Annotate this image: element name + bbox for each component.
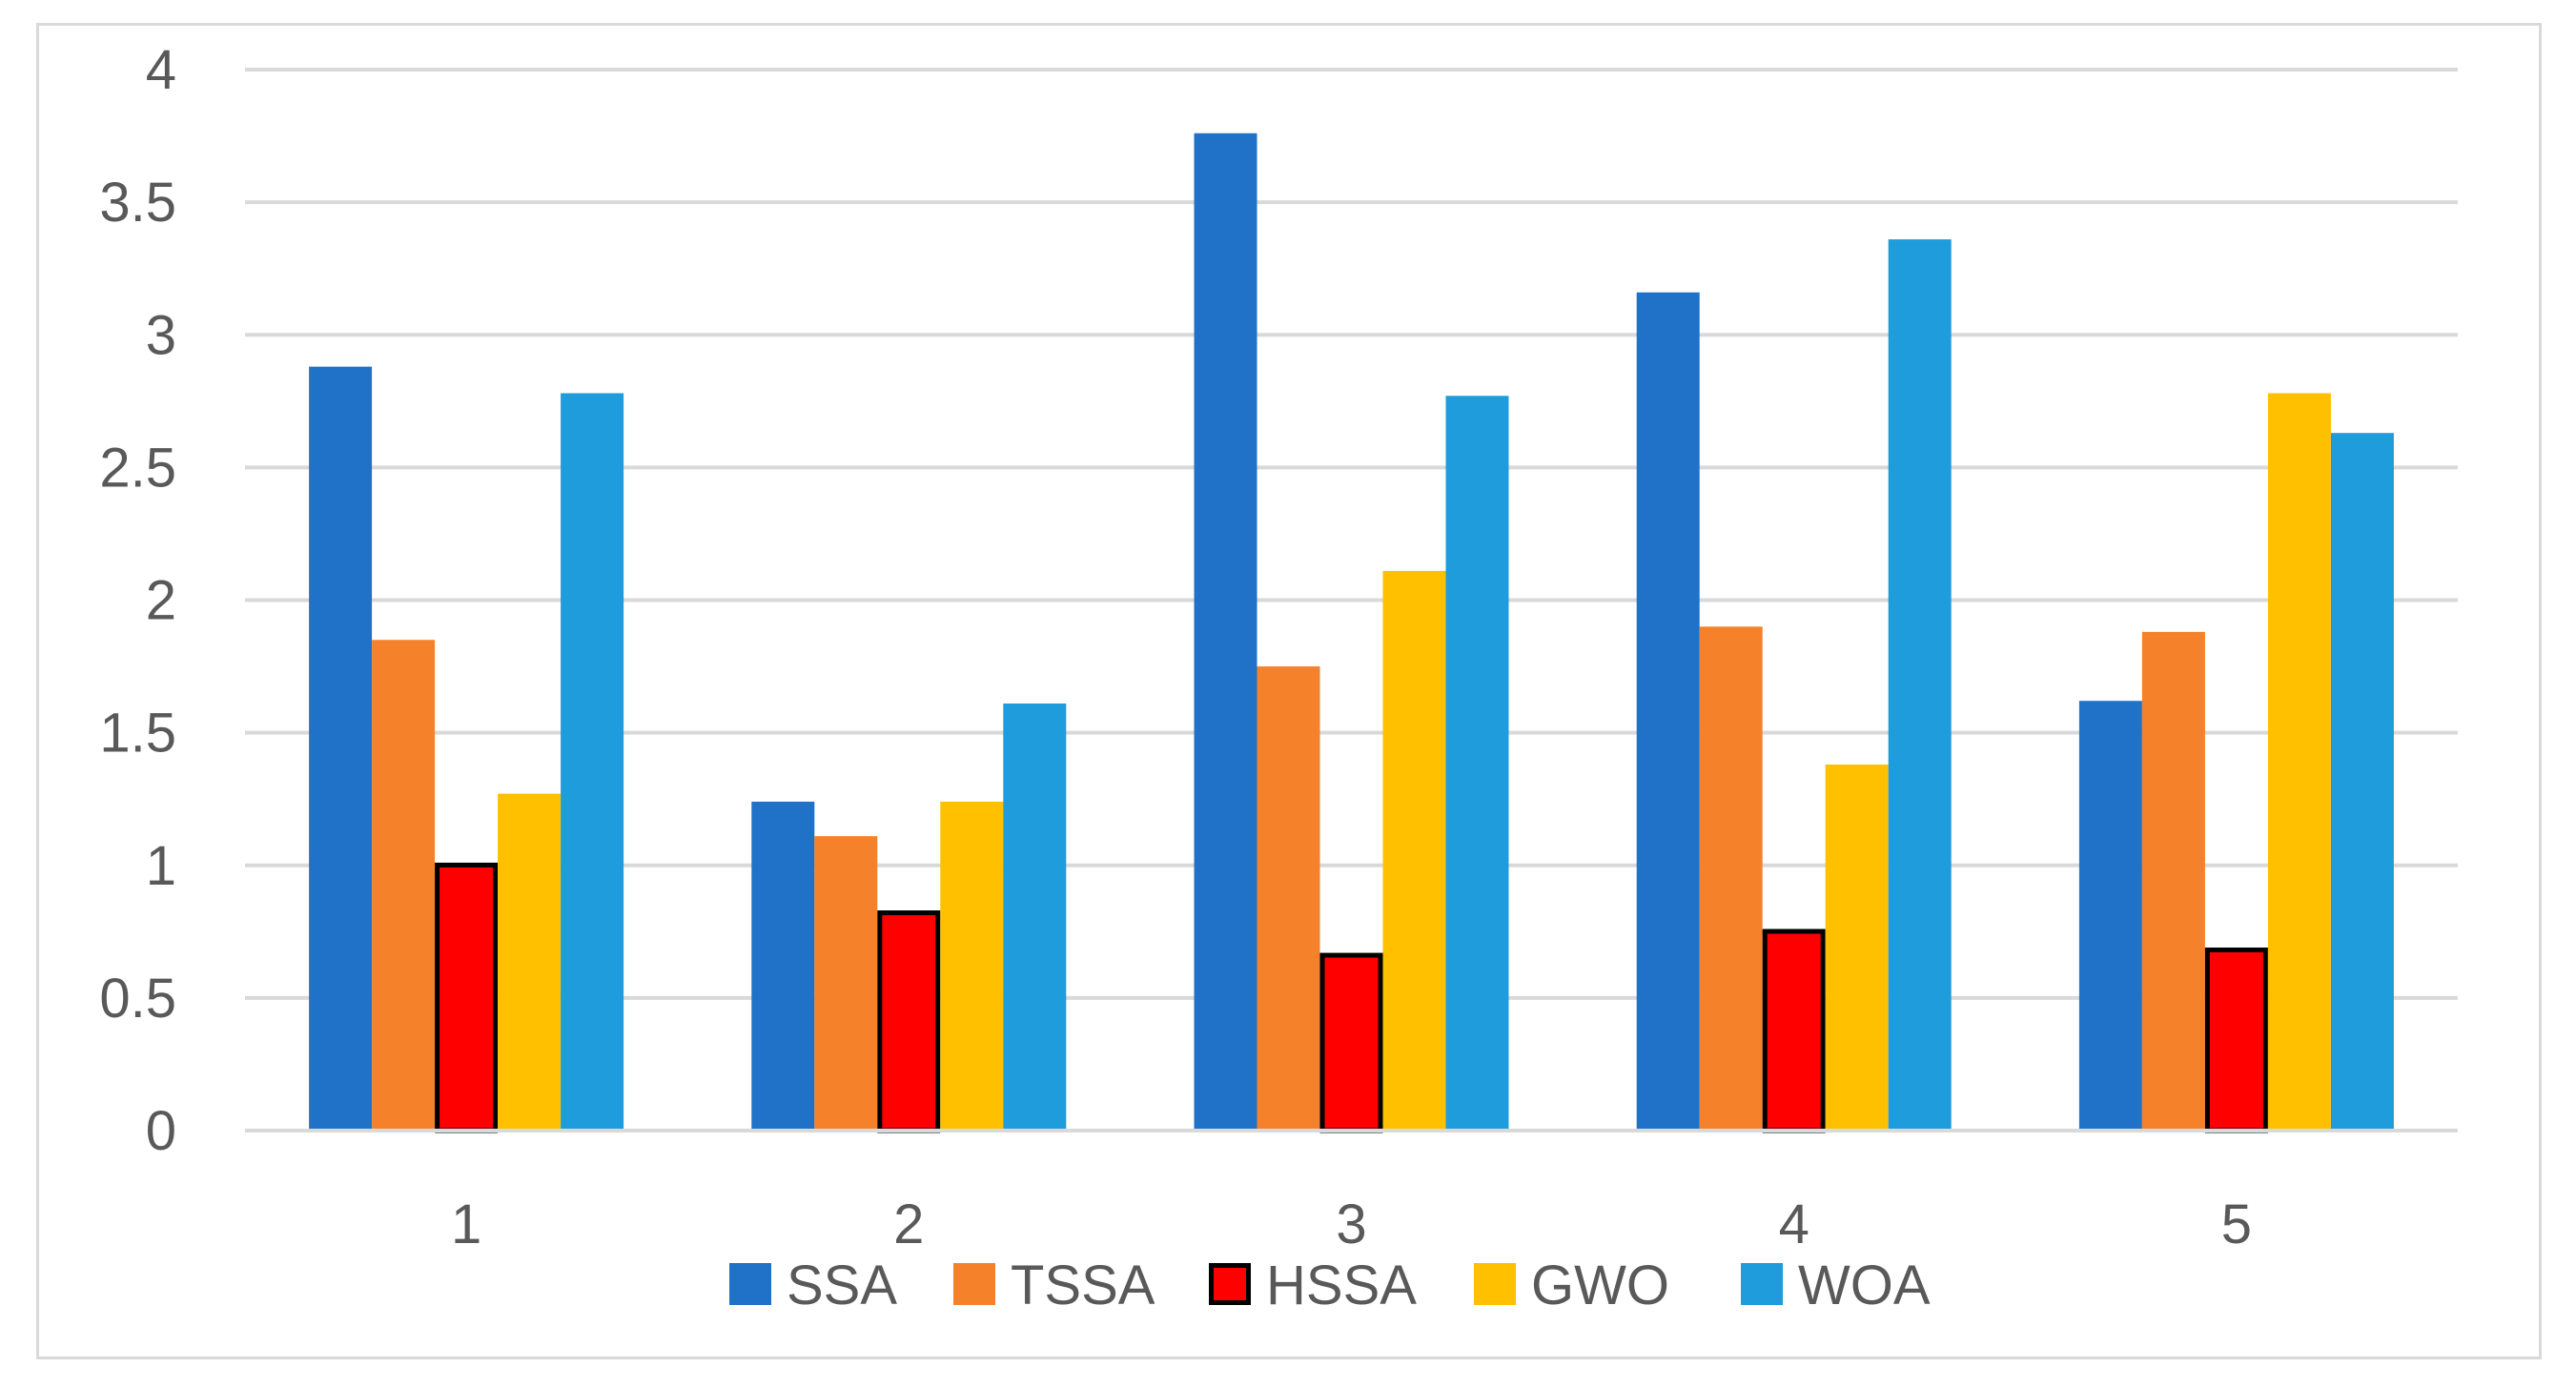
bar-tssa-3	[1257, 666, 1320, 1131]
bar-ssa-1	[309, 366, 373, 1131]
y-tick-label: 2	[146, 570, 176, 632]
x-axis: 1 2 3 4 5	[245, 1129, 2458, 1255]
bar-woa-3	[1445, 396, 1509, 1131]
bar-tssa-1	[372, 640, 436, 1131]
bar-woa-1	[561, 393, 624, 1132]
legend-label-hssa: HSSA	[1266, 1254, 1417, 1316]
bar-ssa-2	[751, 801, 815, 1131]
legend-label-tssa: TSSA	[1011, 1254, 1155, 1316]
legend-label-woa: WOA	[1798, 1254, 1931, 1316]
bar-woa-5	[2330, 433, 2394, 1131]
legend-label-gwo: GWO	[1531, 1254, 1669, 1316]
y-tick-label: 2.5	[99, 437, 176, 499]
bar-gwo-2	[940, 801, 1004, 1131]
bar-woa-4	[1888, 239, 1952, 1131]
bars	[309, 133, 2394, 1133]
legend-swatch-woa	[1741, 1263, 1783, 1305]
bar-gwo-1	[498, 793, 562, 1131]
y-tick-label: 0.5	[99, 968, 176, 1030]
x-tick-label: 4	[1779, 1193, 1809, 1255]
legend-label-ssa: SSA	[787, 1254, 897, 1316]
y-axis: 0 0.5 1 1.5 2 2.5 3 3.5 4	[99, 39, 176, 1162]
legend-swatch-hssa	[1209, 1263, 1251, 1305]
y-tick-label: 1	[146, 835, 176, 897]
bar-gwo-5	[2267, 393, 2331, 1132]
x-tick-label: 3	[1336, 1193, 1366, 1255]
y-tick-label: 1.5	[99, 703, 176, 765]
x-tick-label: 5	[2221, 1193, 2252, 1255]
legend-swatch-gwo	[1474, 1263, 1516, 1305]
bar-ssa-5	[2078, 701, 2142, 1131]
x-tick-label: 2	[893, 1193, 924, 1255]
x-tick-label: 1	[451, 1193, 481, 1255]
bar-ssa-4	[1636, 292, 1700, 1132]
bar-ssa-3	[1194, 133, 1257, 1131]
bar-tssa-4	[1699, 626, 1763, 1131]
legend: SSA TSSA HSSA GWO WOA	[729, 1254, 1931, 1316]
bar-hssa-4	[1762, 928, 1826, 1133]
bar-hssa-2	[877, 910, 941, 1133]
bar-gwo-3	[1382, 570, 1446, 1131]
legend-swatch-ssa	[729, 1263, 771, 1305]
y-tick-label: 3	[146, 304, 176, 366]
legend-swatch-tssa	[953, 1263, 995, 1305]
bar-tssa-5	[2141, 631, 2205, 1131]
y-tick-label: 0	[146, 1100, 176, 1162]
y-tick-label: 4	[146, 39, 176, 101]
bar-hssa-1	[435, 862, 499, 1133]
bar-gwo-4	[1825, 765, 1889, 1131]
bar-tssa-2	[814, 836, 878, 1131]
y-tick-label: 3.5	[99, 172, 176, 234]
bar-hssa-5	[2204, 948, 2268, 1133]
bar-woa-2	[1003, 704, 1067, 1131]
bar-hssa-3	[1319, 952, 1383, 1133]
